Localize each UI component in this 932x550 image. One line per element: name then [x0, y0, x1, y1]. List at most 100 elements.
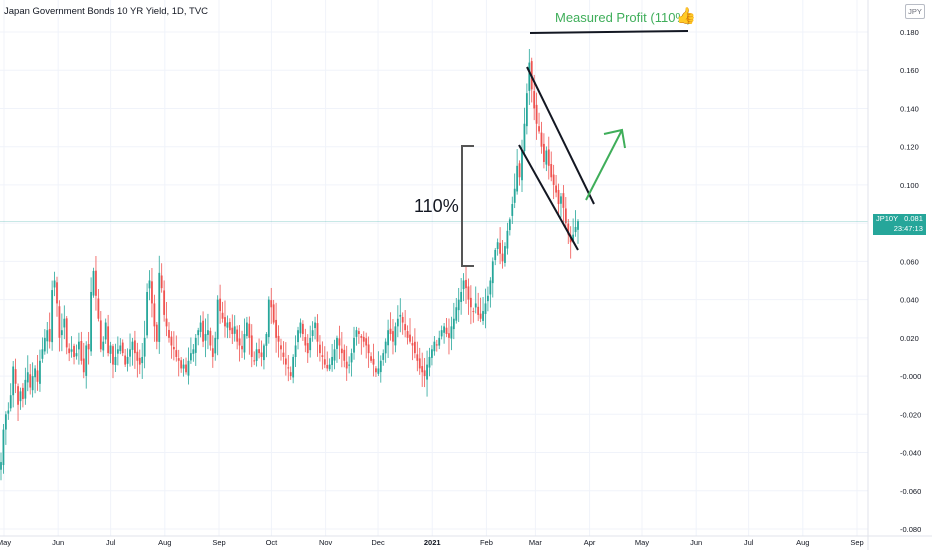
candle-body [487, 295, 489, 302]
y-axis: 0.1800.1600.1400.1200.1000.0800.0600.040… [867, 0, 921, 550]
measured-profit-label: Measured Profit (110%) [555, 10, 692, 25]
candle-body [292, 356, 295, 378]
candle-body [533, 91, 536, 109]
candle-body [508, 219, 511, 231]
candle-body [409, 334, 411, 342]
candle-body [141, 356, 144, 364]
candle-body [474, 303, 477, 308]
candle-body [355, 330, 358, 337]
candle-body [260, 352, 263, 357]
candle-body [148, 280, 151, 289]
y-tick-label: -0.080 [900, 525, 921, 534]
candle-body [136, 351, 139, 361]
candle-body [287, 367, 290, 369]
x-tick-label: Apr [584, 538, 596, 547]
candle-body [41, 349, 44, 359]
candle-body [367, 344, 370, 354]
candle-body [467, 286, 470, 300]
candle-body [121, 342, 124, 354]
candle-body [543, 143, 545, 162]
candle-body [411, 343, 414, 346]
candle-body [491, 261, 494, 284]
candle-body [421, 366, 424, 373]
candle-body [396, 318, 399, 327]
breakout-arrow-shaft [585, 129, 623, 201]
x-tick-label: Oct [266, 538, 279, 547]
candle-body [185, 364, 187, 373]
candle-body [160, 275, 163, 289]
candle-body [282, 352, 285, 357]
candle-body [360, 336, 363, 338]
candle-body [362, 336, 365, 342]
candle-body [131, 341, 134, 350]
candle-body [560, 196, 562, 204]
candle-body [550, 163, 553, 178]
candle-body [428, 356, 431, 368]
candle-body [102, 341, 105, 351]
candle-body [336, 337, 338, 349]
candle-body [333, 349, 336, 361]
candle-body [574, 226, 577, 233]
candle-body [338, 338, 341, 346]
candle-body [155, 324, 158, 342]
candle-body [460, 291, 463, 302]
candle-body [284, 358, 287, 365]
candle-body [404, 324, 407, 331]
candle-body [114, 356, 117, 365]
candle-body [489, 280, 492, 295]
candle-body [525, 93, 528, 127]
x-tick-label: Mar [529, 538, 542, 547]
pole-bracket [461, 145, 474, 267]
candle-body [277, 335, 280, 342]
candle-body [521, 150, 523, 181]
candle-body [567, 223, 570, 235]
candle-body [511, 204, 514, 216]
candle-body [435, 344, 438, 346]
candle-body [24, 379, 27, 399]
candle-body [199, 322, 202, 332]
candle-body [328, 364, 331, 370]
candles [0, 48, 579, 481]
candle-body [448, 333, 450, 338]
candle-body [12, 366, 15, 396]
candle-body [443, 326, 445, 333]
candle-body [36, 370, 39, 382]
candle-body [479, 313, 482, 319]
currency-badge[interactable]: JPY [905, 4, 925, 19]
candle-body [95, 270, 97, 296]
x-tick-label: Dec [371, 538, 385, 547]
x-tick-label: Sep [212, 538, 225, 547]
y-tick-label: -0.060 [900, 487, 921, 496]
candle-body [294, 345, 297, 357]
candle-body [452, 318, 455, 330]
candle-body [238, 338, 241, 346]
candle-body [289, 372, 292, 377]
candle-body [172, 346, 175, 350]
candle-body [258, 349, 260, 354]
candle-body [353, 337, 355, 353]
candle-body [60, 330, 63, 336]
candle-body [219, 298, 222, 312]
candle-body [513, 188, 516, 203]
y-tick-label: 0.120 [900, 143, 919, 152]
candle-body [450, 326, 453, 339]
x-tick-label: Aug [796, 538, 809, 547]
candle-body [214, 337, 217, 354]
candle-body [423, 370, 426, 377]
candle-body [306, 343, 309, 354]
candle-body [19, 391, 22, 402]
last-price-tag: JP10Y 0.081 23:47:13 [873, 214, 926, 235]
candle-body [416, 354, 419, 361]
candle-body [231, 327, 234, 335]
candle-body [345, 361, 348, 369]
thumbs-up-icon: 👍 [676, 8, 696, 25]
candle-body [182, 364, 185, 369]
candle-body [209, 330, 212, 346]
candle-body [504, 246, 506, 263]
candle-body [14, 369, 17, 384]
candle-body [255, 349, 258, 361]
pole-percent-label: 110% [414, 196, 459, 216]
candle-body [572, 234, 575, 241]
candle-body [469, 297, 472, 308]
